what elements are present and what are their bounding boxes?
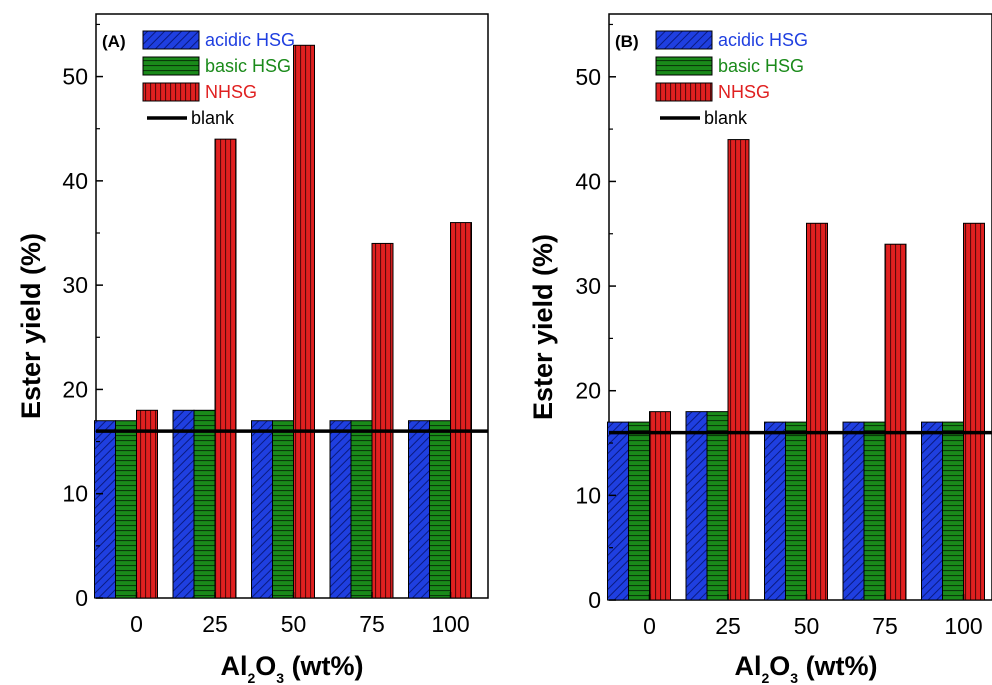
x-axis-title: Al2O3 (wt%) [220, 651, 363, 685]
legend-swatch-acidic-hsg [142, 30, 200, 50]
y-tick-label: 20 [575, 378, 601, 404]
y-tick-label: 30 [62, 272, 88, 298]
x-tick-label: 25 [202, 611, 228, 637]
x-tick-label: 25 [715, 613, 741, 639]
legend-label-nhsg: NHSG [718, 82, 770, 102]
y-axis-title: Ester yield (%) [16, 233, 46, 419]
legend-swatch-nhsg [655, 82, 713, 102]
bar-acidic-hsg-100 [921, 421, 943, 601]
x-tick-label: 75 [359, 611, 385, 637]
y-tick-label: 50 [62, 64, 88, 90]
bar-acidic-hsg-75 [842, 421, 865, 601]
bar-basic-hsg-50 [785, 421, 807, 601]
bar-basic-hsg-50 [272, 420, 294, 599]
bar-nhsg-50 [806, 222, 828, 601]
y-tick-label: 40 [62, 168, 88, 194]
bar-basic-hsg-25 [706, 411, 729, 601]
y-tick-label: 0 [588, 587, 601, 613]
y-axis-title: Ester yield (%) [528, 234, 558, 420]
legend-swatch-nhsg [142, 82, 200, 102]
x-tick-label: 100 [431, 611, 469, 637]
bar-acidic-hsg-25 [172, 409, 195, 599]
bar-nhsg-50 [293, 44, 315, 599]
bar-acidic-hsg-25 [685, 411, 708, 601]
y-tick-label: 10 [62, 481, 88, 507]
legend-label-acidic-hsg: acidic HSG [205, 30, 295, 50]
y-tick-label: 10 [575, 482, 601, 508]
bar-acidic-hsg-75 [329, 420, 352, 599]
x-tick-label: 100 [944, 613, 982, 639]
x-tick-label: 0 [130, 611, 143, 637]
x-axis-title: Al2O3 (wt%) [734, 651, 877, 685]
bar-nhsg-100 [963, 222, 985, 601]
bar-nhsg-25 [214, 138, 237, 599]
bar-nhsg-75 [884, 243, 907, 601]
chart-panel-1: 0 25 50 75 100 0 10 20 30 40 50 Ester yield (%) Al2O… [16, 13, 489, 685]
bar-acidic-hsg-0 [607, 421, 629, 601]
legend-label-basic-hsg: basic HSG [205, 56, 291, 76]
x-tick-label: 0 [643, 613, 656, 639]
x-tick-label: 75 [872, 613, 898, 639]
legend-label-basic-hsg: basic HSG [718, 56, 804, 76]
bar-basic-hsg-75 [863, 421, 886, 601]
bar-nhsg-75 [371, 242, 394, 599]
y-tick-label: 20 [62, 376, 88, 402]
bar-basic-hsg-0 [628, 421, 650, 601]
legend-swatch-basic-hsg [655, 56, 713, 76]
bar-basic-hsg-100 [942, 421, 964, 601]
y-tick-label: 40 [575, 168, 601, 194]
bar-nhsg-0 [649, 411, 671, 601]
legend-swatch-basic-hsg [142, 56, 200, 76]
legend-label-nhsg: NHSG [205, 82, 257, 102]
bar-basic-hsg-100 [429, 420, 451, 599]
bar-acidic-hsg-50 [251, 420, 273, 599]
y-tick-label: 50 [575, 64, 601, 90]
y-tick-label: 30 [575, 273, 601, 299]
legend-label-blank: blank [704, 108, 748, 128]
bar-basic-hsg-75 [350, 420, 373, 599]
bar-acidic-hsg-0 [94, 420, 116, 599]
x-tick-label: 50 [794, 613, 820, 639]
bar-nhsg-25 [727, 139, 750, 601]
bar-nhsg-0 [136, 409, 158, 599]
bar-acidic-hsg-50 [764, 421, 786, 601]
legend-label-acidic-hsg: acidic HSG [718, 30, 808, 50]
bar-nhsg-100 [450, 222, 472, 599]
panel-label: (B) [615, 32, 639, 51]
bar-basic-hsg-25 [193, 409, 216, 599]
bar-acidic-hsg-100 [408, 420, 430, 599]
chart-panel-2: 0 25 50 75 100 0 10 20 30 40 50 Ester yield (%) Al2O… [528, 13, 992, 685]
y-tick-label: 0 [75, 585, 88, 611]
x-tick-label: 50 [281, 611, 307, 637]
bar-basic-hsg-0 [115, 420, 137, 599]
legend-swatch-acidic-hsg [655, 30, 713, 50]
legend-label-blank: blank [191, 108, 235, 128]
panel-label: (A) [102, 32, 126, 51]
